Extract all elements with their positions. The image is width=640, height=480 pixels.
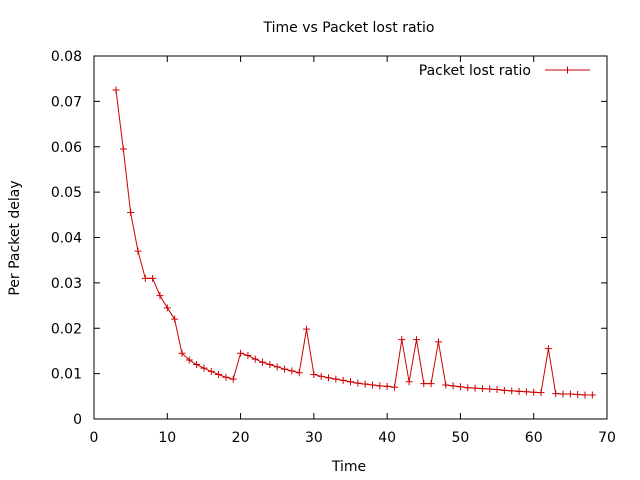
data-point (566, 390, 574, 398)
x-axis-label: Time (331, 459, 366, 475)
y-tick-label: 0.07 (51, 94, 82, 110)
data-point (442, 381, 450, 389)
data-point (471, 384, 479, 392)
x-tick-label: 0 (90, 430, 99, 446)
x-tick-label: 30 (305, 430, 323, 446)
y-tick-label: 0.02 (51, 321, 82, 337)
data-point (544, 345, 552, 353)
y-tick-label: 0.05 (51, 185, 82, 201)
data-point (171, 315, 179, 323)
data-point (259, 358, 267, 366)
data-point (552, 390, 560, 398)
x-tick-label: 60 (525, 430, 543, 446)
x-tick-label: 70 (598, 430, 616, 446)
x-tick-label: 20 (232, 430, 250, 446)
data-point (310, 371, 318, 379)
x-tick-label: 40 (378, 430, 396, 446)
data-point (530, 388, 538, 396)
data-point (412, 336, 420, 344)
data-point (149, 274, 157, 282)
data-point (207, 367, 215, 375)
data-point (325, 374, 333, 382)
data-point (229, 375, 237, 383)
data-point (493, 386, 501, 394)
data-point (486, 385, 494, 393)
y-tick-label: 0.06 (51, 140, 82, 156)
data-point (368, 381, 376, 389)
data-point (163, 304, 171, 312)
x-tick-label: 50 (452, 430, 470, 446)
data-point (522, 388, 530, 396)
data-point (281, 365, 289, 373)
data-point (200, 364, 208, 372)
series-line (115, 89, 593, 396)
y-axis-label: Per Packet delay (7, 180, 23, 295)
data-point (537, 389, 545, 397)
legend: Packet lost ratio (419, 63, 590, 79)
data-point (127, 209, 135, 217)
data-point (500, 386, 508, 394)
data-point (376, 382, 384, 390)
data-point (383, 382, 391, 390)
data-point (347, 378, 354, 386)
data-point (464, 384, 472, 392)
data-point (317, 372, 325, 380)
data-point (361, 380, 369, 388)
data-point (456, 383, 464, 391)
plot-frame (93, 55, 608, 420)
data-point (559, 390, 567, 398)
y-tick-label: 0 (73, 412, 82, 428)
data-point (156, 292, 164, 300)
data-point (119, 145, 127, 153)
data-point (515, 387, 523, 395)
data-point (339, 376, 347, 384)
data-point (354, 379, 362, 387)
y-tick-label: 0.08 (51, 49, 82, 65)
data-point (251, 355, 259, 363)
legend-entry-label: Packet lost ratio (419, 63, 531, 79)
data-point (112, 86, 120, 94)
data-point (588, 391, 596, 399)
plot-area: 0 10 20 30 40 50 60 70 0 0.01 0.02 0.03 0.04 0.05 0.06… (51, 49, 616, 446)
data-point (141, 274, 149, 282)
data-point (237, 349, 245, 357)
data-point (420, 380, 428, 388)
data-point (303, 325, 311, 333)
data-point (215, 371, 223, 379)
data-point (390, 383, 398, 391)
data-point (434, 338, 442, 346)
data-point (273, 363, 281, 371)
data-point (478, 385, 486, 393)
chart-title: Time vs Packet lost ratio (263, 20, 435, 36)
data-point (178, 349, 186, 357)
data-point (581, 391, 589, 399)
data-point (288, 367, 296, 375)
data-point (449, 382, 457, 390)
x-tick-label: 10 (158, 430, 176, 446)
data-point (427, 380, 435, 388)
data-point (398, 336, 406, 344)
data-point (185, 356, 193, 364)
data-point (266, 361, 274, 369)
y-tick-label: 0.04 (51, 231, 82, 247)
data-point (134, 247, 142, 255)
legend-marker-sample (564, 66, 571, 74)
data-point (574, 390, 582, 398)
y-tick-label: 0.03 (51, 276, 82, 292)
data-point (295, 369, 303, 377)
data-point (332, 375, 340, 383)
data-point (244, 351, 252, 359)
data-point (222, 373, 230, 381)
y-tick-label: 0.01 (51, 367, 82, 383)
data-point (508, 387, 516, 395)
data-point (193, 361, 201, 369)
data-point (405, 378, 413, 386)
